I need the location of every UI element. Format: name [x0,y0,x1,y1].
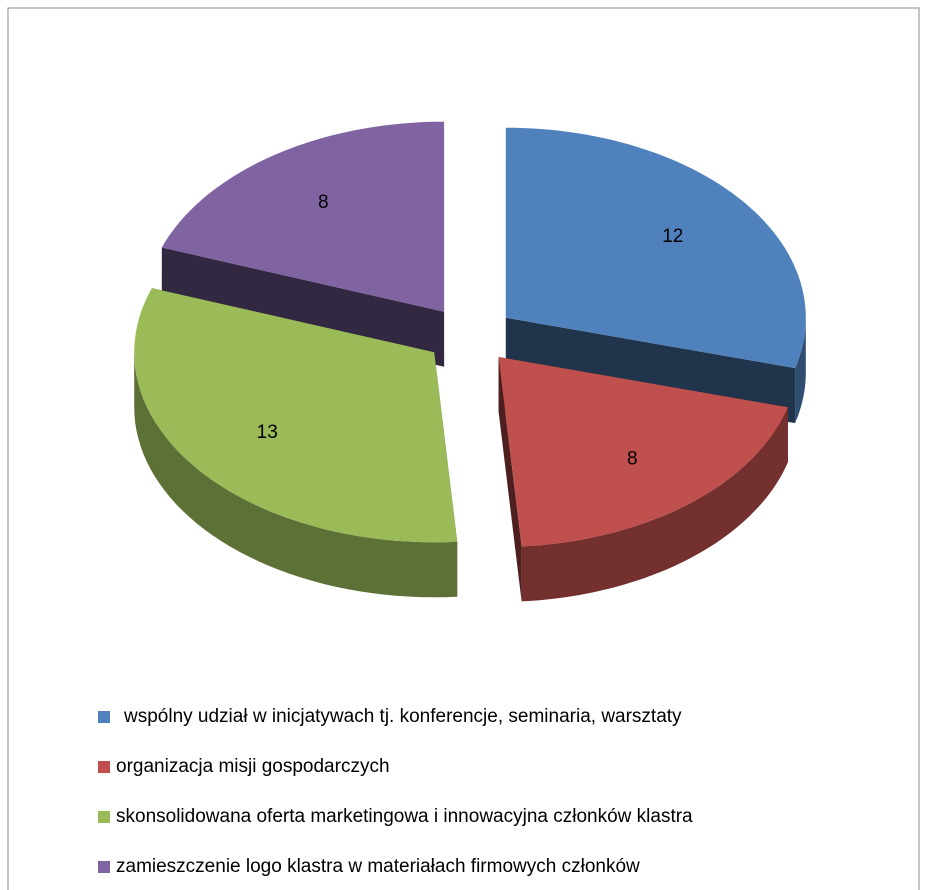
legend-swatch [98,811,110,823]
slice-wall [161,247,445,367]
slice-side [795,317,806,424]
legend-label: zamieszczenie logo klastra w materiałach… [116,856,640,877]
data-label: 8 [318,192,329,213]
data-label: 12 [662,226,683,247]
legend-swatch [98,861,110,873]
data-label: 8 [627,449,638,470]
slice [134,288,458,543]
data-label: 13 [257,422,278,443]
slice [505,127,806,369]
legend-swatch [98,761,110,773]
legend-label: wspólny udział w inicjatywach tj. konfer… [123,706,682,727]
legend-swatch [98,711,110,723]
slice-side [521,407,788,602]
legend-label: skonsolidowana oferta marketingowa i inn… [116,806,693,827]
slice-side [134,352,458,598]
slice-wall [498,356,522,602]
slice [161,121,445,312]
slice [498,356,788,547]
legend-label: organizacja misji gospodarczych [116,756,390,777]
